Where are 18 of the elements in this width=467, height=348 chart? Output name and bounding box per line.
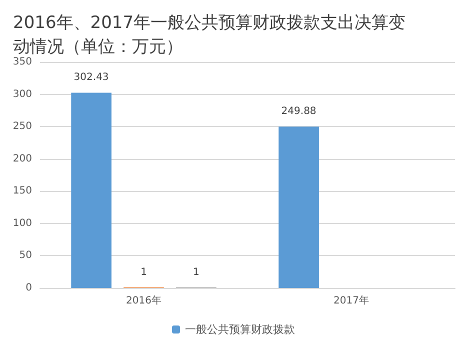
data-label: 249.88 bbox=[281, 106, 316, 118]
chart-title: 2016年、2017年一般公共预算财政拨款支出决算变动情况（单位：万元） bbox=[13, 13, 406, 57]
x-tick-label: 2016年 bbox=[126, 294, 162, 306]
y-tick-label: 250 bbox=[12, 121, 32, 132]
y-tick-label: 0 bbox=[26, 282, 32, 294]
y-tick-label: 50 bbox=[19, 250, 32, 262]
data-label: 1 bbox=[140, 266, 147, 278]
y-tick-label: 100 bbox=[12, 218, 32, 229]
data-label: 302.43 bbox=[74, 72, 109, 84]
y-tick-label: 350 bbox=[12, 56, 32, 68]
bar bbox=[71, 92, 112, 288]
bar bbox=[278, 126, 319, 288]
y-tick-label: 300 bbox=[12, 88, 32, 100]
data-label: 1 bbox=[193, 266, 200, 278]
y-tick-label: 200 bbox=[12, 153, 32, 164]
legend-label: 一般公共预算财政拨款 bbox=[185, 323, 295, 336]
x-tick-label: 2017年 bbox=[334, 294, 369, 306]
y-tick-label: 150 bbox=[12, 186, 32, 197]
